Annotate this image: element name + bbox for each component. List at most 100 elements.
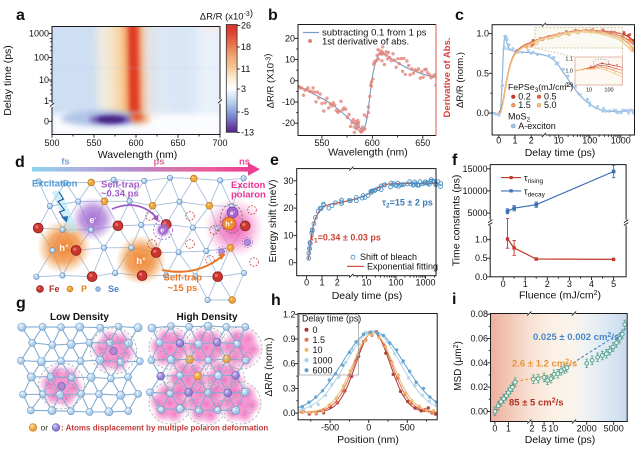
svg-text:20: 20: [285, 33, 295, 43]
svg-text:subtracting 0.1 from 1 ps: subtracting 0.1 from 1 ps: [322, 28, 427, 39]
svg-text:0.00: 0.00: [470, 406, 488, 416]
svg-text:h: h: [271, 292, 281, 309]
svg-text:Wavelength (nm): Wavelength (nm): [328, 147, 408, 159]
svg-text:Fluence (mJ/cm2): Fluence (mJ/cm2): [519, 290, 601, 302]
svg-text:Delay time (ps): Delay time (ps): [302, 314, 361, 324]
svg-text:ps: ps: [153, 157, 164, 168]
svg-text:c: c: [455, 7, 464, 24]
svg-text:-10: -10: [282, 97, 295, 107]
svg-text:0.9: 0.9: [565, 83, 573, 89]
svg-text:15000: 15000: [462, 164, 487, 174]
svg-text:11: 11: [241, 64, 250, 74]
svg-text:100: 100: [34, 53, 49, 63]
svg-text:Shift of bleach: Shift of bleach: [360, 252, 417, 262]
svg-text:650: 650: [170, 138, 185, 148]
svg-text:3: 3: [567, 279, 572, 289]
svg-text:550: 550: [86, 138, 101, 148]
svg-text:Exponential fitting: Exponential fitting: [367, 261, 438, 271]
svg-text:1.0: 1.0: [565, 69, 573, 75]
svg-text:0.2: 0.2: [518, 92, 531, 102]
svg-text:polaron: polaron: [231, 190, 266, 201]
svg-text:1: 1: [319, 278, 324, 288]
svg-text:500: 500: [400, 423, 415, 433]
svg-text:0.0: 0.0: [475, 272, 488, 282]
svg-text:600: 600: [128, 138, 143, 148]
svg-text:0.025 ± 0.002 cm2/s: 0.025 ± 0.002 cm2/s: [533, 332, 619, 343]
svg-text:1.2: 1.2: [283, 309, 296, 319]
svg-text:0.04: 0.04: [470, 358, 488, 368]
svg-text:4: 4: [589, 279, 594, 289]
svg-text:500: 500: [44, 138, 59, 148]
svg-text:1000: 1000: [29, 29, 49, 39]
svg-text:e-: e-: [160, 226, 166, 235]
svg-text:e-: e-: [230, 209, 236, 217]
svg-text:: Atoms displacement by multip: : Atoms displacement by multiple polaron…: [61, 424, 268, 433]
svg-text:20: 20: [283, 203, 293, 213]
svg-text:2: 2: [529, 136, 534, 146]
svg-text:FePSe3(mJ/cm2): FePSe3(mJ/cm2): [508, 82, 573, 94]
svg-text:f: f: [452, 152, 458, 169]
svg-text:-20: -20: [282, 118, 295, 128]
svg-text:Delay time (ps): Delay time (ps): [525, 147, 596, 159]
svg-text:Delay time (ps): Delay time (ps): [2, 45, 14, 116]
svg-text:0.06: 0.06: [470, 334, 488, 344]
svg-text:fs: fs: [61, 157, 69, 168]
svg-text:h+: h+: [59, 243, 69, 254]
svg-text:0.5: 0.5: [476, 68, 489, 78]
svg-text:600: 600: [365, 138, 380, 148]
svg-text:ΔR/R (x10-3): ΔR/R (x10-3): [200, 8, 253, 23]
svg-text:1.0: 1.0: [475, 235, 488, 245]
svg-text:or: or: [41, 423, 49, 433]
svg-text:1: 1: [44, 96, 49, 106]
svg-text:e: e: [270, 152, 279, 169]
svg-text:10000: 10000: [462, 186, 487, 196]
svg-text:10: 10: [285, 55, 295, 65]
svg-text:1: 1: [512, 136, 517, 146]
svg-text:10: 10: [548, 424, 558, 434]
svg-text:0.0: 0.0: [476, 108, 489, 118]
svg-text:0: 0: [501, 279, 506, 289]
svg-text:Time constants (ps): Time constants (ps): [450, 175, 462, 267]
svg-text:MoS2: MoS2: [508, 112, 531, 124]
svg-text:10: 10: [313, 345, 323, 355]
svg-text:MSD (μm2): MSD (μm2): [453, 341, 464, 391]
svg-text:1.5: 1.5: [313, 335, 326, 345]
svg-text:10: 10: [554, 136, 564, 146]
svg-text:650: 650: [415, 138, 430, 148]
svg-text:6000: 6000: [313, 365, 333, 375]
svg-text:ΔR/R (X10-3): ΔR/R (X10-3): [263, 54, 277, 109]
svg-text:ΔR/R (norm.): ΔR/R (norm.): [264, 338, 275, 397]
svg-text:0.3: 0.3: [283, 383, 296, 393]
svg-text:1000: 1000: [313, 355, 333, 365]
svg-text:Delay time (ps): Delay time (ps): [525, 434, 596, 446]
svg-text:0: 0: [44, 116, 49, 126]
svg-text:Position (nm): Position (nm): [337, 434, 399, 446]
svg-text:1st derivative of abs.: 1st derivative of abs.: [322, 37, 409, 48]
svg-text:1.0: 1.0: [476, 29, 489, 39]
svg-text:Wavelength (nm): Wavelength (nm): [98, 149, 178, 161]
svg-text:1000: 1000: [415, 278, 435, 288]
svg-text:h+: h+: [225, 220, 233, 229]
svg-text:g: g: [16, 295, 26, 312]
svg-text:Energy shift (meV): Energy shift (meV): [268, 180, 279, 263]
svg-text:18: 18: [241, 42, 251, 52]
svg-text:e-: e-: [89, 215, 96, 225]
svg-text:2.6 ± 1.2 cm2/s: 2.6 ± 1.2 cm2/s: [512, 359, 577, 370]
svg-text:10: 10: [39, 75, 49, 85]
svg-text:100: 100: [582, 136, 597, 146]
svg-text:2000: 2000: [577, 424, 597, 434]
svg-text:5000: 5000: [604, 424, 624, 434]
svg-text:0.5: 0.5: [475, 253, 488, 263]
svg-text:h+: h+: [136, 256, 146, 267]
svg-text:0.0: 0.0: [283, 408, 296, 418]
svg-text:1: 1: [506, 424, 511, 434]
svg-text:Se: Se: [108, 284, 119, 294]
svg-text:0.08: 0.08: [470, 309, 488, 319]
svg-text:10: 10: [283, 230, 293, 240]
svg-text:0: 0: [304, 278, 309, 288]
svg-text:ΔR/R (norm.): ΔR/R (norm.): [455, 52, 466, 108]
svg-text:Exciton: Exciton: [231, 180, 266, 191]
svg-text:-5: -5: [241, 107, 249, 117]
svg-text:P: P: [81, 284, 87, 294]
svg-text:-500: -500: [321, 423, 339, 433]
